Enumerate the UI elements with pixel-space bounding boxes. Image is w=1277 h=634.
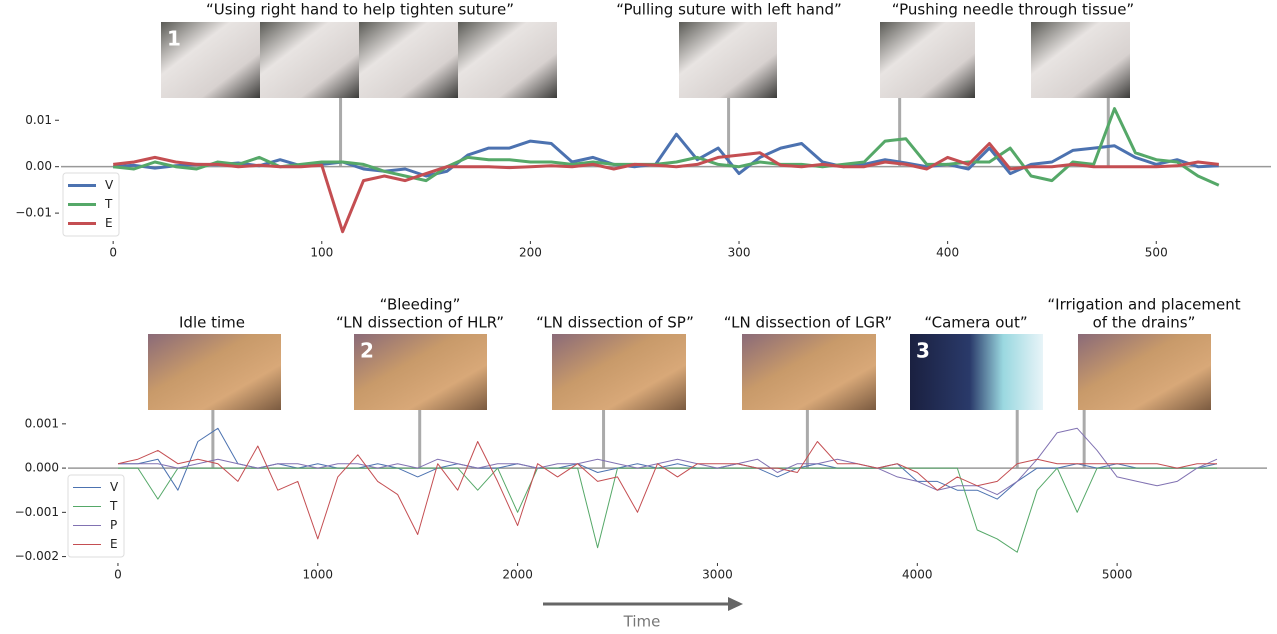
thumbnail	[260, 22, 359, 98]
x-tick-label: 0	[109, 246, 117, 260]
thumbnail	[880, 22, 975, 98]
y-tick-label: 0.000	[25, 461, 59, 475]
series-line	[117, 441, 1217, 540]
badge: 3	[916, 339, 930, 363]
series-line	[118, 427, 1218, 500]
legend-box	[67, 474, 125, 558]
thumbnail	[458, 22, 557, 98]
thumbnail	[552, 334, 686, 410]
legend-label: T	[109, 499, 118, 513]
y-tick-label: 0.01	[25, 113, 52, 127]
thumbnail	[742, 334, 876, 410]
thumbnail	[148, 334, 281, 410]
x-tick-label: 2000	[502, 568, 533, 582]
series-line	[113, 107, 1220, 187]
thumbnail	[359, 22, 458, 98]
x-tick-label: 5000	[1102, 568, 1133, 582]
y-tick-label: −0.001	[15, 505, 59, 519]
y-tick-label: 0.00	[25, 159, 52, 173]
time-arrowhead	[728, 597, 743, 611]
thumbnail	[679, 22, 777, 98]
x-tick-label: 200	[519, 246, 542, 260]
legend-label: T	[104, 197, 113, 211]
y-tick-label: 0.001	[25, 416, 59, 430]
annotation-caption: “LN dissection of HLR”	[336, 314, 504, 332]
annotation-caption: of the drains”	[1093, 314, 1196, 332]
annotation-caption: “LN dissection of SP”	[536, 314, 694, 332]
annotation-caption: “Using right hand to help tighten suture…	[206, 1, 514, 19]
thumbnail	[1031, 22, 1130, 98]
x-tick-label: 4000	[902, 568, 933, 582]
annotation-caption: Idle time	[179, 314, 245, 332]
legend-label: V	[110, 480, 119, 494]
y-tick-label: −0.01	[15, 206, 52, 220]
x-axis-label: Time	[623, 613, 661, 631]
annotation-caption: “LN dissection of LGR”	[724, 314, 892, 332]
annotation-caption: “Pushing needle through tissue”	[892, 1, 1134, 19]
x-tick-label: 0	[114, 568, 122, 582]
series-line	[113, 142, 1219, 234]
series-line	[118, 427, 1218, 496]
legend-label: E	[105, 216, 113, 230]
legend-label: V	[105, 178, 114, 192]
thumbnail	[354, 334, 487, 410]
series-line	[113, 132, 1219, 178]
legend-label: E	[110, 537, 118, 551]
y-tick-label: −0.002	[15, 549, 59, 563]
x-tick-label: 1000	[303, 568, 334, 582]
x-tick-label: 400	[936, 246, 959, 260]
annotation-caption: “Irrigation and placement	[1047, 296, 1240, 314]
legend-label: P	[110, 518, 117, 532]
thumbnail	[910, 334, 1043, 410]
thumbnail	[161, 22, 260, 98]
annotation-caption: “Pulling suture with left hand”	[616, 1, 842, 19]
x-tick-label: 300	[728, 246, 751, 260]
annotation-caption: “Camera out”	[924, 314, 1027, 332]
series-line	[118, 467, 1217, 553]
badge: 1	[167, 27, 181, 51]
x-tick-label: 500	[1145, 246, 1168, 260]
badge: 2	[360, 339, 374, 363]
thumbnail	[1078, 334, 1211, 410]
annotation-caption: “Bleeding”	[380, 296, 461, 314]
x-tick-label: 3000	[702, 568, 733, 582]
x-tick-label: 100	[310, 246, 333, 260]
